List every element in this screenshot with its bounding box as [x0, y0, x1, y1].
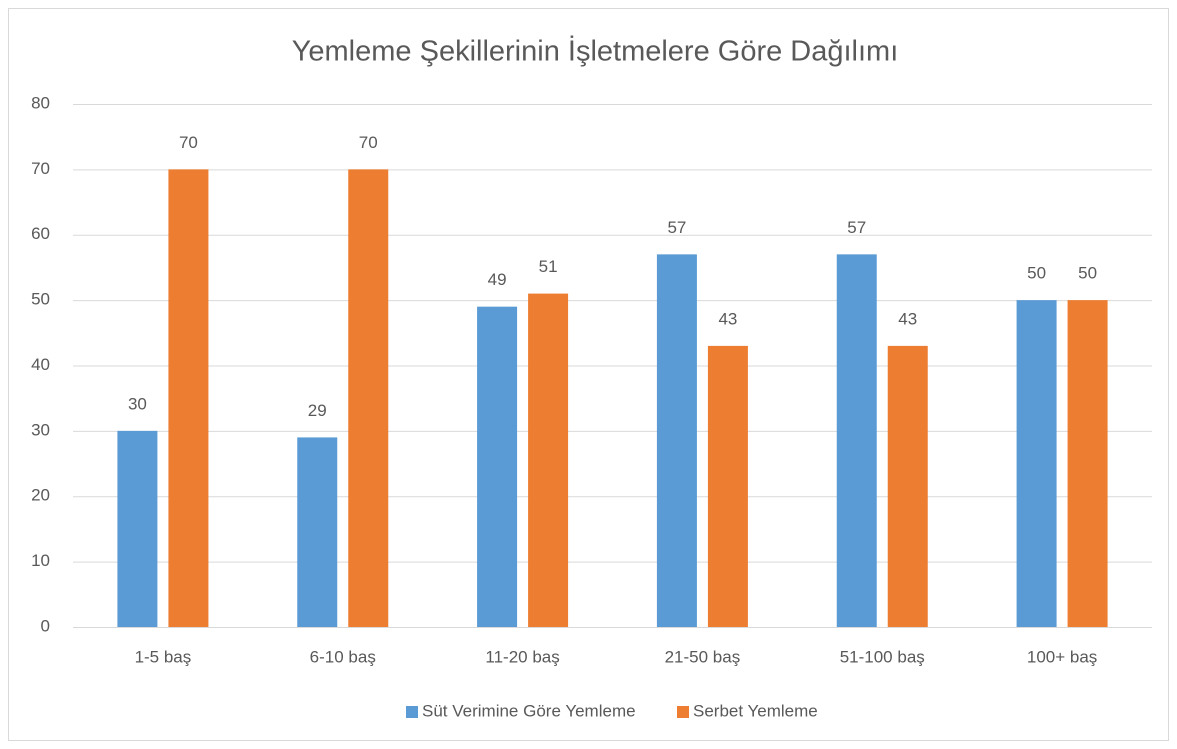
y-tick-label: 50	[31, 290, 50, 309]
bar	[836, 254, 877, 628]
y-tick-label: 40	[31, 355, 50, 374]
x-tick-label: 6-10 baş	[310, 647, 376, 666]
bar	[1016, 300, 1057, 627]
bar	[1067, 300, 1108, 627]
legend-label: Süt Verimine Göre Yemleme	[422, 701, 636, 720]
x-tick-label: 100+ baş	[1027, 647, 1097, 666]
x-tick-label: 1-5 baş	[135, 647, 192, 666]
bar	[477, 306, 518, 627]
data-label: 50	[1027, 264, 1046, 283]
bar	[117, 430, 158, 627]
bar	[707, 345, 748, 627]
data-label: 43	[898, 309, 917, 328]
bar	[168, 169, 209, 627]
y-tick-label: 10	[31, 551, 50, 570]
bar	[528, 293, 569, 627]
y-tick-label: 20	[31, 486, 50, 505]
y-tick-label: 70	[31, 159, 50, 178]
x-tick-label: 51-100 baş	[840, 647, 925, 666]
data-label: 30	[128, 394, 147, 413]
data-label: 50	[1078, 264, 1097, 283]
data-label: 57	[667, 218, 686, 237]
data-label: 49	[488, 270, 507, 289]
bar	[887, 345, 928, 627]
y-tick-label: 30	[31, 420, 50, 439]
legend-label: Serbet Yemleme	[693, 701, 818, 720]
legend-swatch	[677, 706, 689, 718]
bar	[348, 169, 389, 627]
data-label: 51	[539, 257, 558, 276]
bar	[656, 254, 697, 628]
legend-swatch	[406, 706, 418, 718]
x-tick-label: 11-20 baş	[485, 647, 559, 666]
x-tick-label: 21-50 baş	[665, 647, 741, 666]
y-tick-label: 80	[31, 93, 50, 112]
data-label: 29	[308, 401, 327, 420]
data-label: 70	[179, 133, 198, 152]
data-label: 57	[847, 218, 866, 237]
y-tick-label: 60	[31, 224, 50, 243]
data-label: 70	[359, 133, 378, 152]
data-label: 43	[718, 309, 737, 328]
chart-title: Yemleme Şekillerinin İşletmelere Göre Da…	[292, 35, 899, 68]
y-tick-label: 0	[41, 616, 50, 635]
bar	[297, 437, 338, 627]
